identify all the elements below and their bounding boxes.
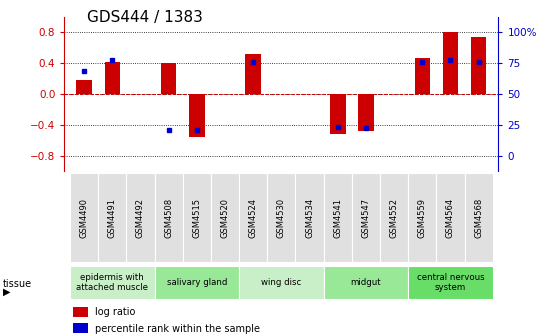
Bar — [73, 307, 88, 317]
Bar — [380, 173, 408, 262]
Text: GSM4491: GSM4491 — [108, 198, 117, 238]
Bar — [465, 173, 493, 262]
Bar — [183, 173, 211, 262]
Text: wing disc: wing disc — [262, 278, 301, 287]
Text: midgut: midgut — [351, 278, 381, 287]
Text: GSM4541: GSM4541 — [333, 198, 342, 238]
Bar — [127, 173, 155, 262]
Text: GSM4559: GSM4559 — [418, 198, 427, 238]
Text: GSM4520: GSM4520 — [221, 198, 230, 238]
Bar — [70, 265, 155, 299]
Text: GSM4568: GSM4568 — [474, 198, 483, 238]
Text: GSM4508: GSM4508 — [164, 198, 173, 238]
Bar — [239, 265, 324, 299]
Text: GSM4530: GSM4530 — [277, 198, 286, 238]
Bar — [98, 173, 127, 262]
Bar — [296, 173, 324, 262]
Bar — [358, 94, 374, 131]
Bar — [105, 61, 120, 94]
Bar — [324, 265, 408, 299]
Text: epidermis with
attached muscle: epidermis with attached muscle — [76, 272, 148, 292]
Bar — [73, 323, 88, 333]
Text: GSM4547: GSM4547 — [361, 198, 371, 238]
Text: log ratio: log ratio — [95, 307, 135, 318]
Bar — [155, 173, 183, 262]
Bar — [70, 173, 98, 262]
Text: GDS444 / 1383: GDS444 / 1383 — [87, 10, 203, 25]
Bar — [189, 94, 204, 137]
Bar — [408, 173, 436, 262]
Text: GSM4515: GSM4515 — [192, 198, 202, 238]
Text: GSM4490: GSM4490 — [80, 198, 88, 238]
Bar — [436, 173, 465, 262]
Bar — [330, 94, 346, 134]
Bar — [76, 80, 92, 94]
Bar — [324, 173, 352, 262]
Bar — [211, 173, 239, 262]
Text: central nervous
system: central nervous system — [417, 272, 484, 292]
Text: salivary gland: salivary gland — [167, 278, 227, 287]
Bar — [267, 173, 296, 262]
Text: GSM4552: GSM4552 — [390, 198, 399, 238]
Text: ▶: ▶ — [3, 287, 10, 297]
Text: tissue: tissue — [3, 279, 32, 289]
Bar — [161, 63, 176, 94]
Bar — [443, 32, 458, 94]
Text: GSM4564: GSM4564 — [446, 198, 455, 238]
Bar — [239, 173, 267, 262]
Text: GSM4534: GSM4534 — [305, 198, 314, 238]
Bar — [245, 54, 261, 94]
Text: GSM4492: GSM4492 — [136, 198, 145, 238]
Text: GSM4524: GSM4524 — [249, 198, 258, 238]
Bar — [414, 58, 430, 94]
Bar — [408, 265, 493, 299]
Text: percentile rank within the sample: percentile rank within the sample — [95, 324, 260, 334]
Bar — [471, 37, 487, 94]
Bar — [155, 265, 239, 299]
Bar — [352, 173, 380, 262]
